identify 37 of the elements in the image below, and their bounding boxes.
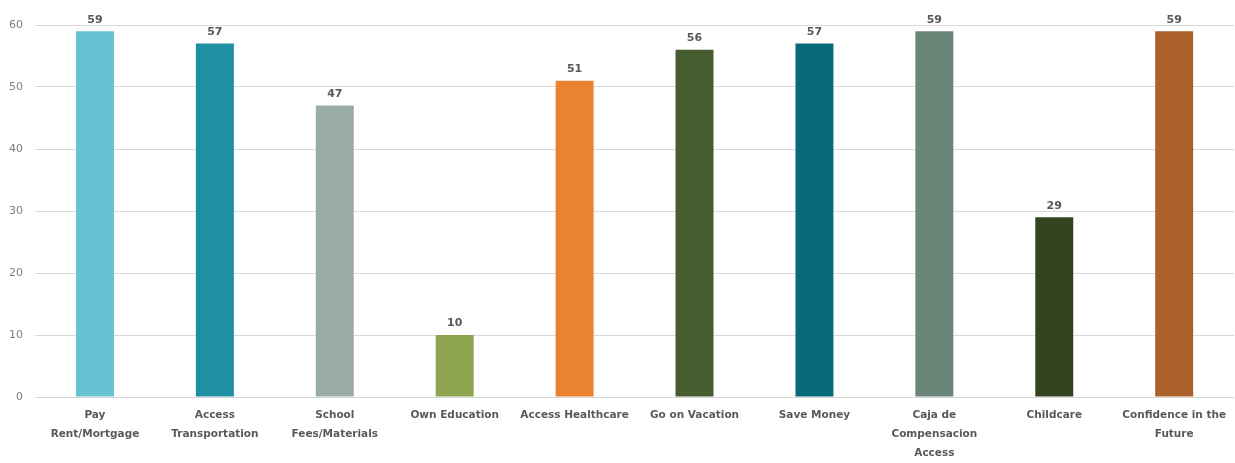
bar [795,43,834,397]
y-tick-label: 40 [9,141,23,155]
data-label: 59 [1166,12,1182,26]
data-label: 10 [447,316,463,330]
data-label: 51 [566,62,583,76]
bar [915,31,954,397]
y-tick-label: 20 [9,265,23,279]
x-tick-label: School Fees/Materials [291,408,379,440]
x-tick-label: Own Education [410,408,499,421]
data-label: 47 [327,86,343,100]
bar [435,335,474,397]
data-label: 56 [686,31,703,45]
data-label: 59 [926,12,943,26]
y-tick-label: 10 [9,327,23,341]
x-tick-label: Confidence in the Future [1122,408,1226,440]
x-tick-label: Caja de Compensacion Access [891,408,978,458]
x-tick-label: Save Money [778,408,851,421]
bar [1035,217,1074,397]
y-tick-label: 60 [9,17,23,31]
bar [195,43,234,397]
x-tick-label: Access Healthcare [520,408,629,421]
bar [1155,31,1194,397]
y-tick-label: 50 [9,79,23,93]
data-label: 29 [1046,198,1062,212]
x-tick-label: Childcare [1026,408,1083,421]
bar [315,105,354,397]
bar [675,49,714,397]
y-tick-label: 0 [16,389,23,403]
data-label: 59 [87,12,103,26]
x-tick-label: Access Transportation [171,408,259,440]
bar [75,31,114,397]
y-tick-label: 30 [9,203,23,217]
x-tick-label: Pay Rent/Mortgage [50,408,140,440]
bar [555,80,594,397]
data-label: 57 [806,24,823,38]
data-label: 57 [207,24,223,38]
x-tick-label: Go on Vacation [649,408,740,421]
